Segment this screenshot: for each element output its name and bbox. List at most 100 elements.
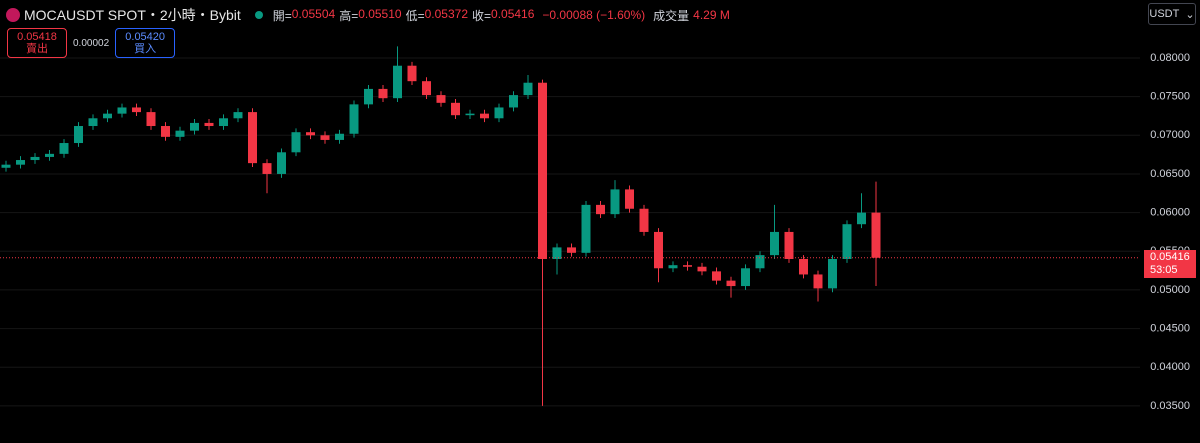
candle-body [335,133,344,140]
candle-body [45,153,54,157]
sell-price: 0.05418 [17,31,57,43]
candle-body [219,118,228,127]
candle-body [103,113,112,119]
candle-body [871,212,881,258]
candle-body [726,280,736,287]
buy-label: 買入 [134,43,157,55]
candle-body [248,112,257,164]
volume: 4.29 M [693,8,730,22]
legend-label: 收= [472,8,492,23]
spread: 0.00002 [73,37,110,49]
candle-body [668,265,678,269]
candle-body [277,152,286,174]
candle-body [784,231,794,259]
status-dot [254,11,263,19]
sell-label: 賣出 [26,43,48,55]
ohlc-legend: 開= 0.05504 高= 0.05510 低= 0.05372 收= 0.05416 [273,7,539,24]
candle-body [523,82,533,96]
legend-value: 0.05504 [291,6,336,21]
y-tick-label: 0.06500 [1150,168,1190,180]
chevron: ⌄ [1185,8,1195,21]
candle-body [552,247,562,259]
legend-value: 0.05372 [424,6,468,21]
candle-body [770,231,779,256]
sell-button[interactable]: 0.05418 賣出 [7,28,67,58]
legend-label: 開= [272,8,292,23]
candle-body [190,122,199,131]
candle-body [857,212,866,225]
y-tick-label: 0.06000 [1150,207,1190,219]
order-panel: 0.05418 賣出 0.00002 0.05420 買入 [7,28,176,58]
candle-body [393,65,402,99]
candle-body [480,113,489,119]
candle-body [349,104,359,134]
candle-body [799,258,808,275]
candle-body [625,189,634,209]
candle-body [378,88,388,99]
candle-body [30,156,40,161]
candle-body [683,265,692,267]
candle-body [610,189,620,215]
currency-select[interactable]: USDT ⌄ [1148,3,1196,25]
candle-body [697,266,707,272]
y-tick-label: 0.04000 [1150,361,1190,373]
candle-body [422,81,431,96]
legend-label: 高= [339,8,359,23]
change: −0.00088 (−1.60%) [542,8,646,22]
candle-body [117,107,127,114]
candle-body [755,255,765,269]
candle-body [175,130,185,137]
candle-body [132,107,141,113]
y-tick-label: 0.07000 [1150,129,1190,141]
buy-price: 0.05420 [125,31,166,43]
candle-body [306,132,315,136]
candle-body [364,88,373,105]
candle-body [59,143,69,154]
volume-label: 成交量 [653,8,690,23]
candle-body [581,204,591,253]
last-price: 0.05416 [1150,250,1190,263]
candle-body [161,126,170,137]
candle-body [451,102,460,116]
candle-body [741,268,750,287]
candle-body [842,224,852,259]
symbol-title[interactable]: MOCAUSDT SPOT・2小時・Bybit [24,7,241,23]
y-tick-label: 0.05000 [1150,284,1190,296]
candle-body [320,135,330,140]
last-price-tag: 0.05416 53:05 [1144,249,1196,278]
candle-body [204,122,214,127]
candle-body [567,247,576,253]
candle-body [233,112,243,119]
candle-body [509,95,518,108]
countdown: 53:05 [1150,263,1178,276]
header: MOCAUSDT SPOT・2小時・Bybit 開= 0.05504 高= 0.055… [6,5,734,25]
legend-value: 0.05510 [358,6,402,21]
candle-body [828,258,837,289]
currency: USDT [1149,8,1180,20]
symbol-icon [6,8,20,22]
y-tick-label: 0.03500 [1150,400,1190,412]
candle-body [465,113,475,116]
candle-body [813,274,823,289]
y-tick-label: 0.08000 [1150,52,1190,64]
candle-body [88,118,98,127]
candle-body [596,204,605,215]
candle-body [436,95,446,103]
buy-button[interactable]: 0.05420 買入 [115,28,176,58]
legend-value: 0.05416 [491,6,535,21]
candle-body [74,126,83,144]
candle-body [712,271,721,281]
candle-body [16,160,25,165]
candle-body [654,231,663,269]
y-tick-label: 0.07500 [1150,91,1190,103]
candle-body [291,132,301,153]
candle-body [262,163,272,174]
candle-body [538,82,547,259]
candle-body [1,164,11,168]
candle-body [494,107,504,119]
candle-body [639,208,649,232]
candle-body [407,65,417,82]
